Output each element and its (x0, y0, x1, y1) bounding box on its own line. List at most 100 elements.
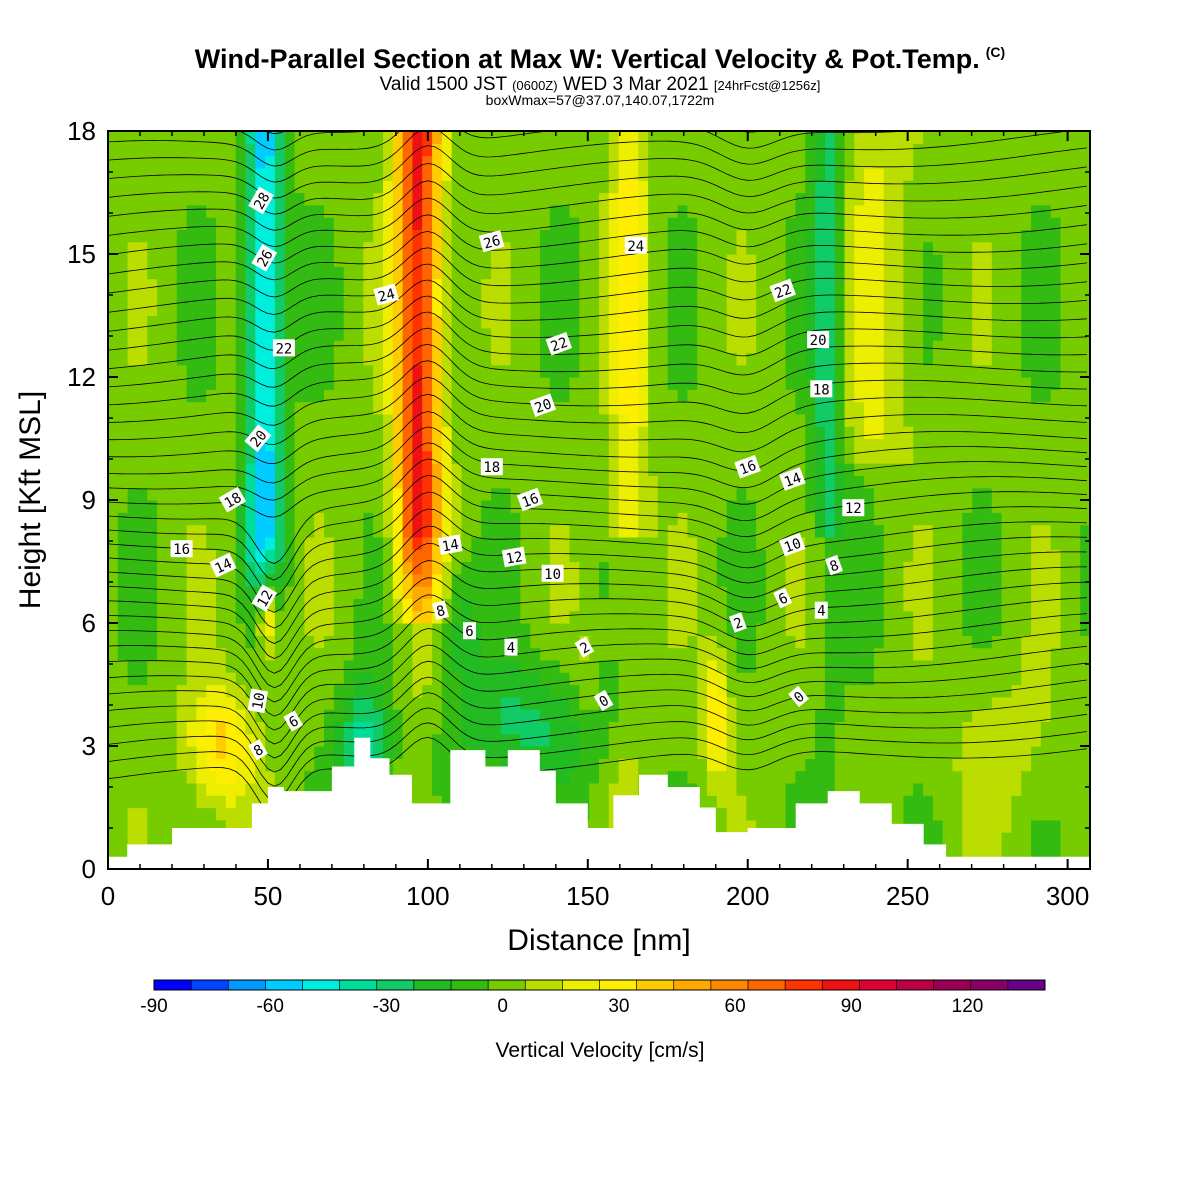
field-cell (795, 659, 806, 673)
field-cell (304, 475, 315, 489)
field-cell (343, 315, 355, 329)
field-cell (392, 180, 404, 194)
field-cell (756, 684, 767, 698)
field-cell (569, 487, 580, 501)
field-cell (549, 315, 561, 329)
field-cell (726, 782, 738, 796)
field-cell (324, 377, 335, 390)
field-cell (196, 254, 207, 267)
field-cell (225, 340, 237, 353)
field-cell (579, 167, 590, 181)
field-cell (373, 229, 384, 243)
field-cell (785, 696, 796, 710)
field-cell (117, 549, 129, 563)
field-cell (373, 672, 384, 686)
field-cell (795, 586, 806, 599)
field-cell (117, 635, 129, 649)
field-cell (373, 241, 384, 255)
field-cell (137, 832, 148, 845)
field-cell (913, 536, 924, 550)
field-cell (569, 143, 580, 157)
field-cell (579, 352, 590, 366)
field-cell (333, 598, 345, 612)
field-cell (736, 241, 747, 255)
field-cell (137, 807, 148, 821)
field-cell (451, 463, 463, 476)
field-cell (579, 266, 590, 280)
field-cell (166, 647, 178, 661)
field-cell (274, 143, 286, 157)
field-cell (903, 241, 914, 255)
field-cell (127, 389, 138, 403)
field-cell (628, 573, 639, 587)
field-cell (441, 180, 453, 194)
field-cell (363, 623, 374, 636)
field-cell (648, 192, 659, 206)
field-cell (127, 438, 138, 452)
field-cell (520, 598, 531, 612)
field-cell (235, 733, 247, 747)
field-cell (265, 623, 276, 636)
field-cell (795, 512, 806, 526)
field-cell (834, 770, 846, 784)
field-cell (491, 401, 502, 415)
field-cell (559, 709, 571, 722)
field-cell (127, 315, 138, 329)
field-cell (756, 770, 767, 784)
box-info: boxWmax=57@37.07,140.07,1722m (485, 92, 715, 108)
field-cell (579, 290, 590, 304)
field-cell (765, 549, 777, 563)
field-cell (697, 364, 708, 378)
field-cell (569, 192, 580, 206)
field-cell (304, 303, 315, 317)
field-cell (736, 635, 747, 649)
field-cell (255, 536, 266, 550)
field-cell (166, 463, 178, 476)
field-cell (216, 290, 227, 304)
field-cell (913, 278, 924, 292)
field-cell (284, 487, 296, 501)
field-cell (785, 180, 796, 194)
field-cell (657, 290, 669, 304)
field-cell (648, 364, 659, 378)
field-cell (471, 254, 482, 267)
field-cell (284, 315, 296, 329)
field-cell (657, 413, 669, 427)
field-cell (589, 438, 600, 452)
field-cell (844, 709, 855, 722)
field-cell (422, 672, 433, 686)
field-cell (422, 610, 433, 624)
field-cell (549, 131, 561, 144)
field-cell (667, 155, 679, 169)
field-cell (874, 500, 885, 513)
field-cell (304, 266, 315, 280)
field-cell (765, 290, 777, 304)
field-cell (638, 586, 649, 599)
field-cell (805, 364, 816, 378)
field-cell (441, 229, 453, 243)
field-cell (589, 180, 600, 194)
field-cell (481, 512, 492, 526)
field-cell (412, 192, 423, 206)
field-cell (648, 241, 659, 255)
field-cell (127, 290, 138, 304)
field-cell (628, 401, 639, 415)
field-cell (284, 352, 296, 366)
field-cell (815, 782, 826, 796)
field-cell (441, 254, 453, 267)
field-cell (854, 413, 865, 427)
field-cell (392, 549, 404, 563)
field-cell (785, 672, 796, 686)
field-cell (127, 561, 138, 575)
field-cell (373, 463, 384, 476)
field-cell (471, 635, 482, 649)
field-cell (893, 758, 904, 772)
field-cell (746, 180, 757, 194)
field-cell (510, 180, 521, 194)
field-cell (265, 561, 276, 575)
field-cell (392, 315, 404, 329)
field-cell (726, 303, 738, 317)
field-cell (883, 512, 895, 526)
field-cell (412, 623, 423, 636)
field-cell (196, 377, 207, 390)
